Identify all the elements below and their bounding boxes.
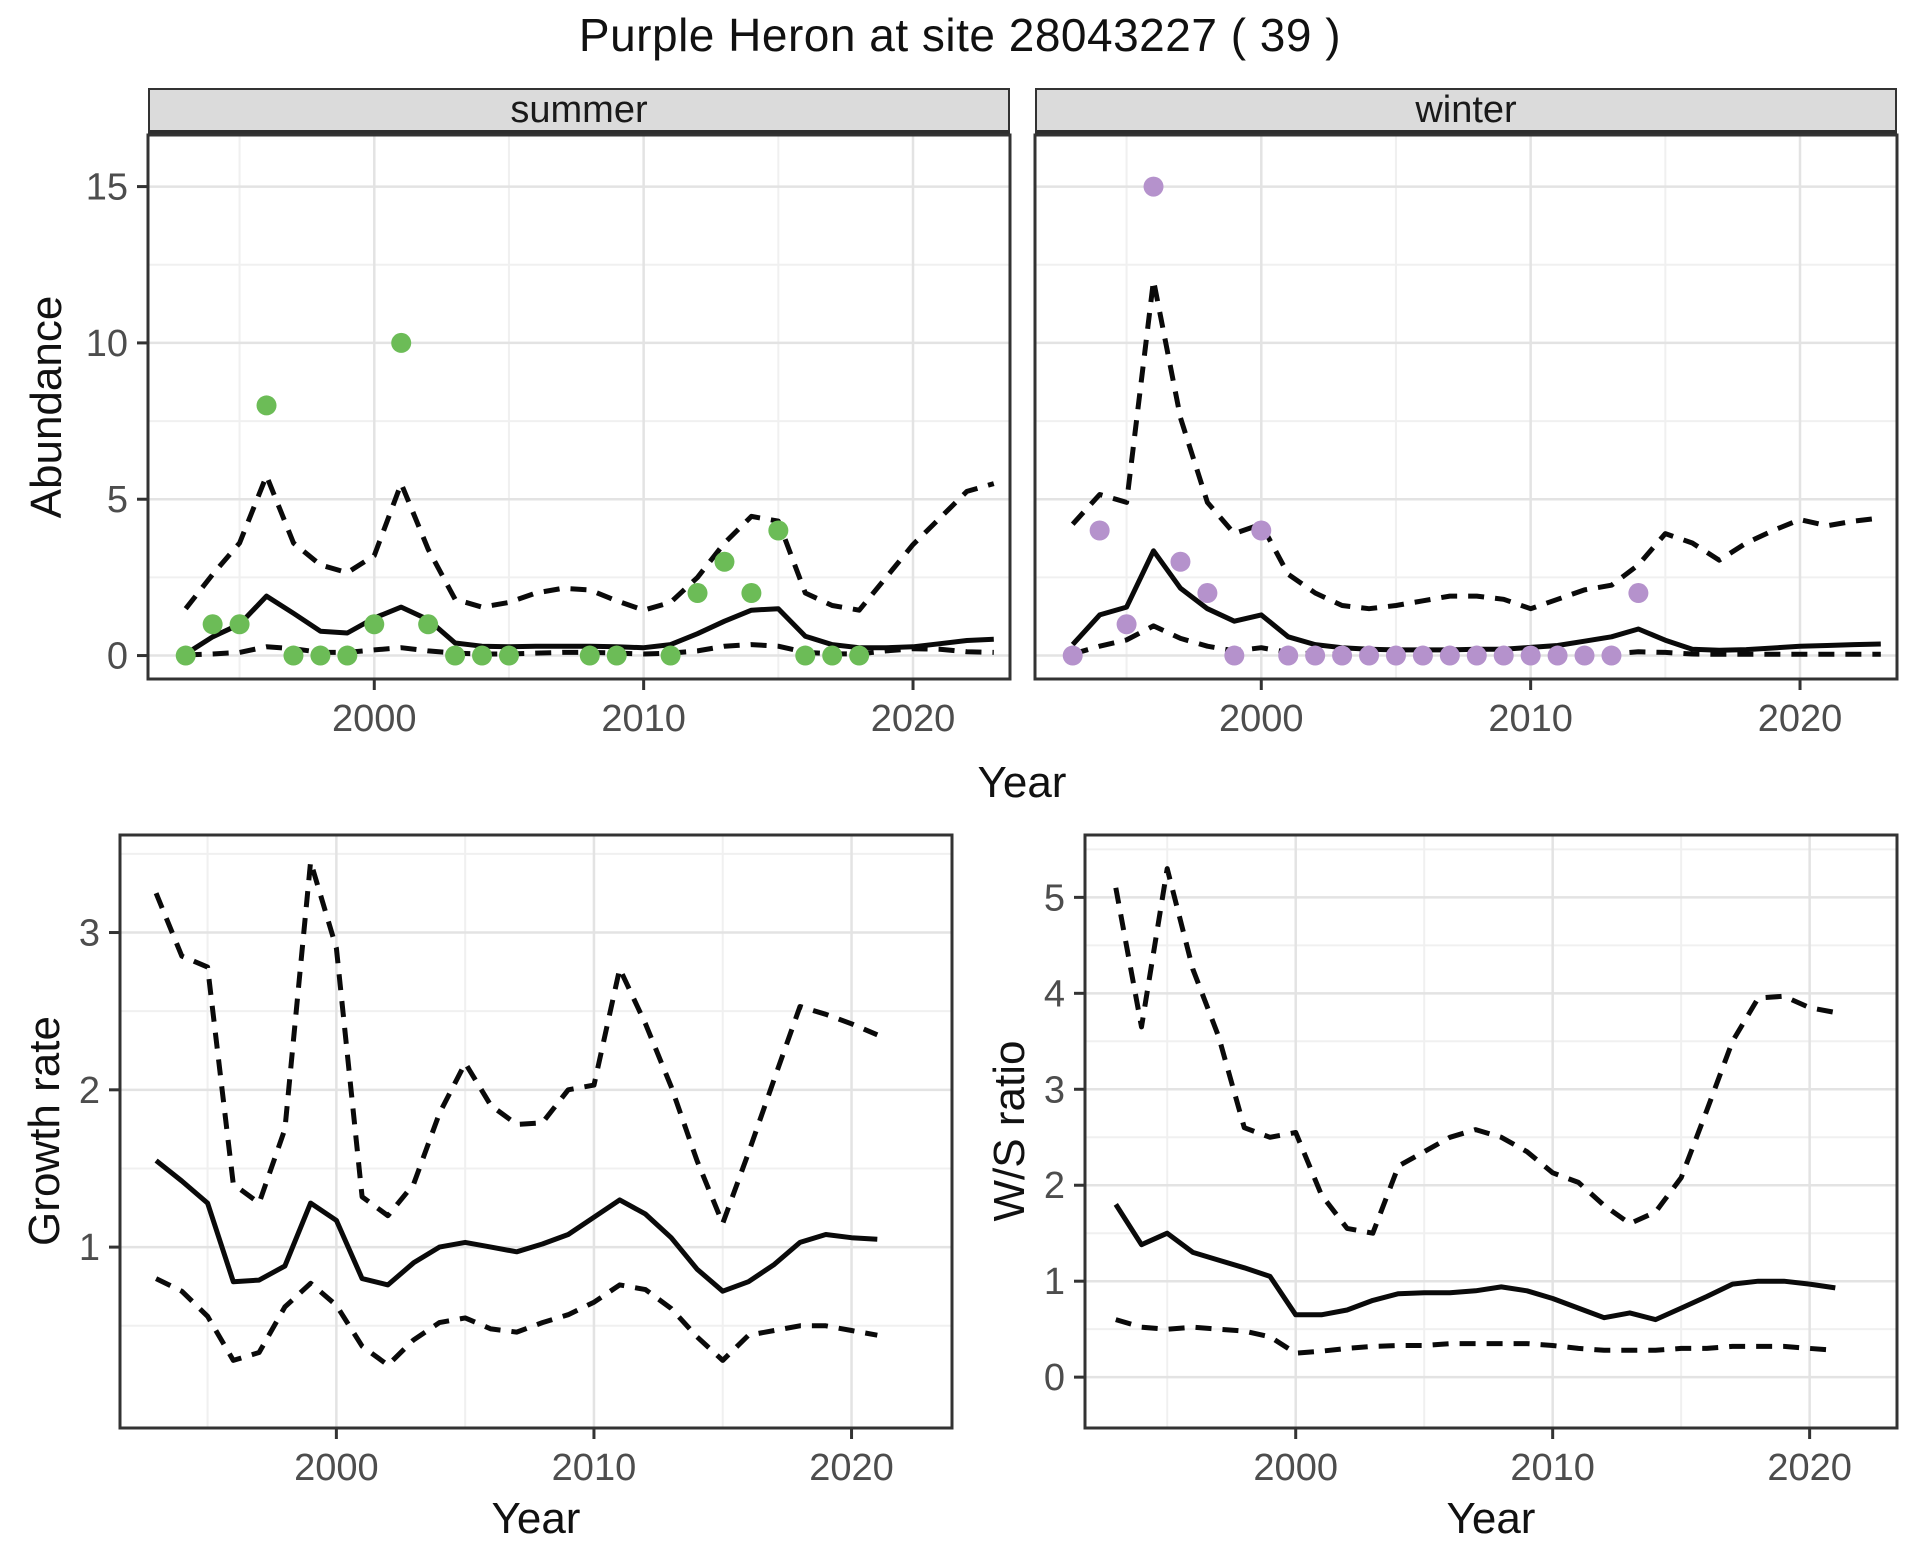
svg-text:2020: 2020 [871,698,956,740]
abundance-summer-observation-point [822,645,843,666]
svg-text:2010: 2010 [552,1447,637,1489]
abundance-winter-observation-point [1359,645,1380,666]
abundance-winter-observation-point [1385,645,1406,666]
abundance-summer-observation-point [418,614,439,635]
svg-text:2000: 2000 [294,1447,379,1489]
abundance-winter-observation-point [1520,645,1541,666]
abundance-summer-observation-point [175,645,196,666]
abundance-winter-observation-point [1251,520,1272,541]
ws-ratio-chart: 2000 2010 2020 0 1 2 3 4 5 [1044,833,1899,1489]
svg-text:2020: 2020 [1758,698,1843,740]
abundance-summer-observation-point [606,645,627,666]
year-axis-title-top: Year [977,758,1067,807]
abundance-summer-observation-point [472,645,493,666]
abundance-summer-observation-point [741,583,762,604]
svg-text:5: 5 [107,479,128,521]
abundance-summer-observation-point [283,645,304,666]
growth-rate-chart: 2000 2010 2020 1 2 3 [79,833,954,1489]
svg-text:2010: 2010 [601,698,686,740]
abundance-summer-observation-point [498,645,519,666]
abundance-winter-observation-point [1332,645,1353,666]
svg-text:5: 5 [1044,877,1065,919]
ws-ratio-upper-ci-line [1113,866,1836,1236]
abundance-winter-observation-point [1412,645,1433,666]
svg-text:3: 3 [79,913,100,955]
svg-text:1: 1 [1044,1261,1065,1303]
abundance-winter-observation-point [1224,645,1245,666]
abundance-summer-observation-point [849,645,870,666]
facet-strip-summer-label: summer [510,88,648,131]
abundance-winter-observation-point [1116,614,1137,635]
abundance-winter-observation-point [1170,551,1191,572]
abundance-summer-observation-point [660,645,681,666]
growth-rate-lower-ci-line [154,1276,878,1368]
abundance-summer-observation-point [256,395,277,416]
svg-text:2010: 2010 [1488,698,1573,740]
abundance-winter-observation-point [1574,645,1595,666]
abundance-winter-observation-point [1062,645,1083,666]
abundance-winter-observation-point [1466,645,1487,666]
svg-text:4: 4 [1044,973,1065,1015]
abundance-summer-chart: 2000 2010 2020 0 5 10 15 [86,133,1012,740]
svg-text:2000: 2000 [1219,698,1304,740]
svg-text:2020: 2020 [809,1447,894,1489]
svg-text:1: 1 [79,1227,100,1269]
svg-text:2: 2 [1044,1165,1065,1207]
abundance-winter-chart: 2000 2010 2020 [1033,133,1899,740]
svg-text:2: 2 [79,1070,100,1112]
svg-text:2020: 2020 [1767,1447,1852,1489]
abundance-winter-observation-point [1197,583,1218,604]
abundance-winter-observation-point [1439,645,1460,666]
abundance-winter-upper-ci-line [1070,277,1882,612]
svg-text:15: 15 [86,167,128,209]
abundance-summer-observation-point [687,583,708,604]
abundance-winter-observation-point [1493,645,1514,666]
svg-text:0: 0 [1044,1357,1065,1399]
abundance-winter-observation-point [1143,176,1164,197]
abundance-winter-observation-point [1601,645,1622,666]
abundance-winter-observation-point [1089,520,1110,541]
abundance-summer-observation-point [310,645,331,666]
ws-ratio-median-line [1113,1203,1836,1323]
abundance-winter-observation-point [1278,645,1299,666]
year-axis-title-bottom-right: Year [1446,1494,1536,1543]
abundance-winter-observation-point [1628,583,1649,604]
facet-strip-summer: summer [148,88,1010,135]
page-title: Purple Heron at site 28043227 ( 39 ) [578,9,1342,61]
facet-strip-winter-label: winter [1415,88,1517,131]
abundance-summer-upper-ci-line [183,473,995,613]
abundance-winter-observation-point [1547,645,1568,666]
growth-rate-median-line [154,1158,878,1294]
abundance-summer-observation-point [714,551,735,572]
abundance-summer-observation-point [768,520,789,541]
abundance-winter-observation-point [1305,645,1326,666]
ws-ratio-lower-ci-line [1115,1317,1836,1356]
svg-text:10: 10 [86,323,128,365]
abundance-summer-observation-point [337,645,358,666]
facet-strip-winter: winter [1035,88,1897,135]
svg-text:2000: 2000 [332,698,417,740]
abundance-summer-observation-point [391,332,412,353]
abundance-summer-observation-point [445,645,466,666]
svg-text:2010: 2010 [1510,1447,1595,1489]
abundance-summer-observation-point [202,614,223,635]
svg-text:2000: 2000 [1253,1447,1338,1489]
year-axis-title-bottom-left: Year [491,1494,581,1543]
abundance-summer-observation-point [229,614,250,635]
abundance-summer-observation-point [795,645,816,666]
abundance-summer-observation-point [579,645,600,666]
svg-text:3: 3 [1044,1069,1065,1111]
svg-text:0: 0 [107,636,128,678]
abundance-summer-observation-point [364,614,385,635]
